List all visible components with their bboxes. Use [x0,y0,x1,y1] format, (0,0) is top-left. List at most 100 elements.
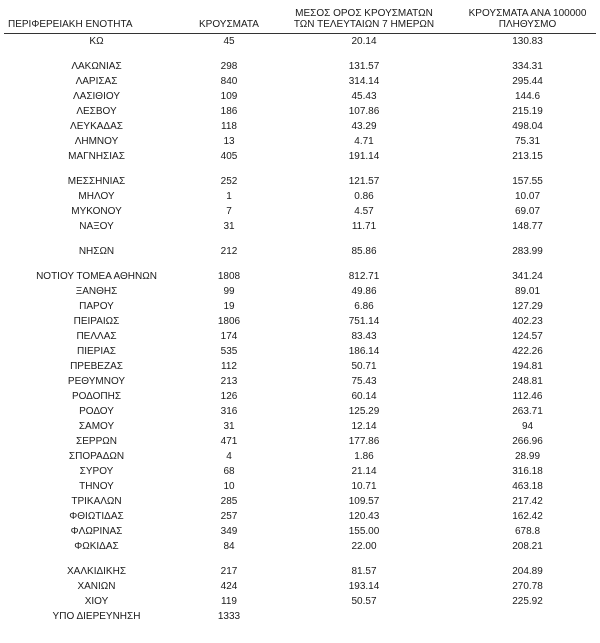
per100k-cell: 194.81 [512,361,543,372]
cases-cell: 7 [226,206,232,217]
avg7-cell: 10.71 [351,481,377,492]
per100k-cell: 28.99 [514,451,541,462]
per100k-cell: 248.81 [512,376,543,387]
table-row: ΠΕΙΡΑΙΩΣ 1806 751.14 402.23 [4,314,596,329]
spacer-row [4,49,596,59]
per100k-cell: 127.29 [512,301,543,312]
per100k-cell: 69.07 [514,206,541,217]
region-cell: ΝΟΤΙΟΥ ΤΟΜΕΑ ΑΘΗΝΩΝ [36,271,157,282]
cases-cell: 119 [221,596,237,607]
cases-cell: 252 [220,176,238,187]
region-cell: ΛΑΡΙΣΑΣ [75,76,118,87]
avg7-cell: 4.57 [354,206,374,217]
cases-cell: 1333 [217,611,241,622]
table-row: ΜΥΚΟΝΟΥ 7 4.57 69.07 [4,204,596,219]
region-cell: ΜΗΛΟΥ [78,191,115,202]
table-row: ΠΕΛΛΑΣ 174 83.43 124.57 [4,329,596,344]
region-cell: ΦΩΚΙΔΑΣ [74,541,119,552]
table-row: ΥΠΟ ΔΙΕΡΕΥΝΗΣΗ 1333 [4,609,596,624]
avg7-cell: 177.86 [348,436,380,447]
table-body: ΚΩ 45 20.14 130.83 ΛΑΚΩΝΙΑΣ 298 131.57 334.31 ΛΑ… [4,34,596,625]
spacer-row [4,554,596,564]
per100k-cell: 225.92 [512,596,543,607]
table-row: ΛΕΥΚΑΔΑΣ 118 43.29 498.04 [4,119,596,134]
avg7-cell: 155.00 [348,526,380,537]
avg7-cell: 75.43 [351,376,377,387]
table-row: ΡΕΘΥΜΝΟΥ 213 75.43 248.81 [4,374,596,389]
spacer-cell [4,49,596,59]
per100k-cell: 112.46 [512,391,543,402]
region-cell: ΛΗΜΝΟΥ [74,136,119,147]
cases-cell: 1806 [217,316,241,327]
region-cell: ΚΩ [89,36,104,47]
cases-cell: 109 [220,91,238,102]
table-row: ΠΙΕΡΙΑΣ 535 186.14 422.26 [4,344,596,359]
region-cell: ΜΥΚΟΝΟΥ [71,206,122,217]
region-cell: ΤΡΙΚΑΛΩΝ [71,496,122,507]
per100k-cell: 124.57 [512,331,543,342]
table-row: ΧΑΝΙΩΝ 424 193.14 270.78 [4,579,596,594]
region-cell: ΠΕΙΡΑΙΩΣ [73,316,120,327]
region-cell: ΧΑΛΚΙΔΙΚΗΣ [67,566,126,577]
region-cell: ΣΥΡΟΥ [79,466,114,477]
per100k-cell: 75.31 [514,136,541,147]
cases-cell: 31 [223,221,235,232]
avg7-cell: 50.57 [351,596,377,607]
cases-cell: 13 [223,136,235,147]
avg7-cell: 751.14 [348,316,380,327]
region-cell: ΛΕΥΚΑΔΑΣ [70,121,123,132]
cases-cell: 471 [220,436,238,447]
cases-cell: 316 [220,406,238,417]
cases-cell: 257 [220,511,238,522]
per100k-cell: 266.96 [512,436,543,447]
avg7-cell: 1.86 [354,451,374,462]
cases-cell: 99 [223,286,235,297]
avg7-cell: 125.29 [348,406,380,417]
cases-cell: 535 [220,346,238,357]
table-row: ΠΑΡΟΥ 19 6.86 127.29 [4,299,596,314]
spacer-row [4,234,596,244]
cases-cell: 45 [223,36,235,47]
avg7-cell: 22.00 [351,541,377,552]
cases-cell: 19 [223,301,235,312]
avg7-cell: 11.71 [351,221,377,232]
region-cell: ΣΑΜΟΥ [78,421,115,432]
table-row: ΡΟΔΟΥ 316 125.29 263.71 [4,404,596,419]
cases-cell: 298 [220,61,238,72]
region-cell: ΧΑΝΙΩΝ [77,581,116,592]
per100k-cell: 316.18 [512,466,543,477]
avg7-cell: 49.86 [351,286,377,297]
region-cell: ΥΠΟ ΔΙΕΡΕΥΝΗΣΗ [52,611,141,622]
per100k-cell: 215.19 [512,106,543,117]
region-cell: ΠΑΡΟΥ [79,301,114,312]
per100k-cell: 10.07 [514,191,541,202]
avg7-cell: 109.57 [348,496,380,507]
table-row: ΦΩΚΙΔΑΣ 84 22.00 208.21 [4,539,596,554]
table-row: ΛΑΡΙΣΑΣ 840 314.14 295.44 [4,74,596,89]
cases-cell: 126 [220,391,238,402]
avg7-cell [269,609,459,624]
region-cell: ΠΕΛΛΑΣ [76,331,117,342]
avg7-cell: 4.71 [354,136,374,147]
region-cell: ΡΟΔΟΠΗΣ [71,391,122,402]
spacer-cell [4,259,596,269]
table-row: ΞΑΝΘΗΣ 99 49.86 89.01 [4,284,596,299]
table-row: ΝΟΤΙΟΥ ΤΟΜΕΑ ΑΘΗΝΩΝ 1808 812.71 341.24 [4,269,596,284]
avg7-cell: 186.14 [348,346,380,357]
per100k-cell: 144.6 [514,91,541,102]
avg7-cell: 0.86 [354,191,374,202]
per100k-cell: 217.42 [512,496,543,507]
per100k-cell: 341.24 [512,271,543,282]
spacer-cell [4,234,596,244]
avg7-cell: 121.57 [348,176,380,187]
cases-cell: 186 [220,106,238,117]
cases-cell: 349 [220,526,238,537]
avg7-cell: 812.71 [348,271,380,282]
avg7-cell: 6.86 [354,301,374,312]
col-header-avg7-line2: ΤΩΝ ΤΕΛΕΥΤΑΙΩΝ 7 ΗΜΕΡΩΝ [293,19,435,30]
per100k-cell [459,609,596,624]
table-row: ΣΠΟΡΑΔΩΝ 4 1.86 28.99 [4,449,596,464]
col-header-region: ΠΕΡΙΦΕΡΕΙΑΚΗ ΕΝΟΤΗΤΑ [4,8,189,34]
col-header-region-label: ΠΕΡΙΦΕΡΕΙΑΚΗ ΕΝΟΤΗΤΑ [8,19,133,30]
per100k-cell: 283.99 [512,246,543,257]
